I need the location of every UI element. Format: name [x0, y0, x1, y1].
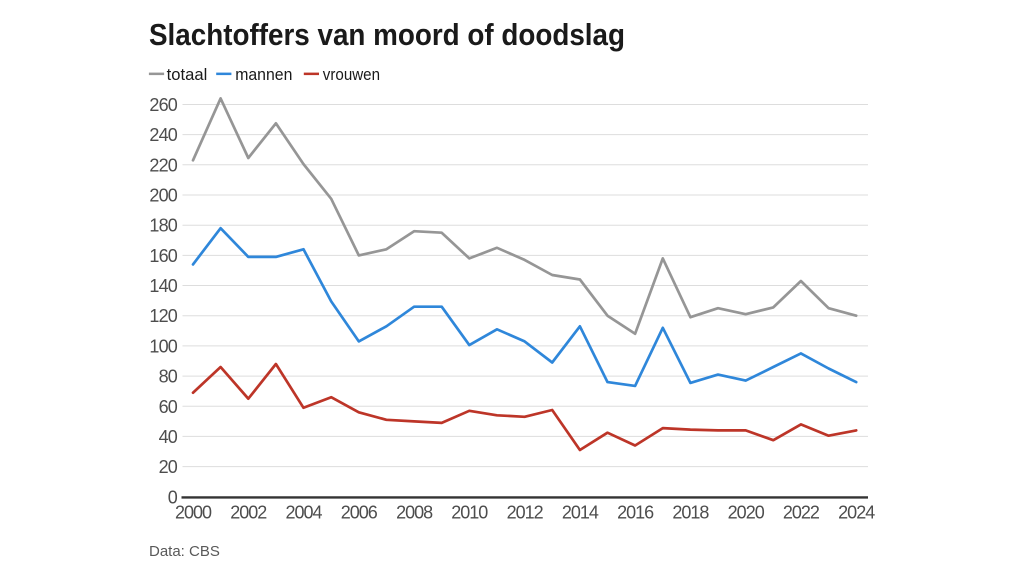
svg-text:2022: 2022	[783, 503, 820, 523]
svg-text:mannen: mannen	[235, 66, 292, 84]
svg-text:120: 120	[149, 306, 177, 326]
svg-text:60: 60	[159, 397, 178, 417]
svg-text:0: 0	[168, 487, 178, 507]
svg-text:220: 220	[149, 155, 177, 175]
svg-text:2000: 2000	[175, 503, 212, 523]
svg-text:140: 140	[149, 276, 177, 296]
svg-text:40: 40	[159, 427, 178, 447]
svg-text:160: 160	[149, 246, 177, 266]
svg-text:240: 240	[149, 125, 177, 145]
svg-text:2016: 2016	[617, 503, 654, 523]
svg-text:2014: 2014	[562, 503, 599, 523]
svg-text:2008: 2008	[396, 503, 433, 523]
svg-text:2002: 2002	[230, 503, 267, 523]
svg-text:2020: 2020	[728, 503, 765, 523]
svg-text:200: 200	[149, 186, 177, 206]
svg-text:260: 260	[149, 95, 177, 115]
svg-text:80: 80	[159, 367, 178, 387]
svg-text:2010: 2010	[451, 503, 488, 523]
svg-text:2012: 2012	[507, 503, 544, 523]
svg-text:Data: CBS: Data: CBS	[149, 543, 220, 560]
svg-text:20: 20	[159, 457, 178, 477]
svg-text:Slachtoffers van moord of dood: Slachtoffers van moord of doodslag	[149, 17, 625, 52]
svg-text:100: 100	[149, 336, 177, 356]
svg-text:2004: 2004	[285, 503, 322, 523]
svg-text:2006: 2006	[341, 503, 378, 523]
svg-text:vrouwen: vrouwen	[323, 66, 380, 84]
svg-text:totaal: totaal	[167, 66, 208, 84]
svg-text:180: 180	[149, 216, 177, 236]
svg-text:2024: 2024	[838, 503, 875, 523]
svg-text:2018: 2018	[672, 503, 709, 523]
